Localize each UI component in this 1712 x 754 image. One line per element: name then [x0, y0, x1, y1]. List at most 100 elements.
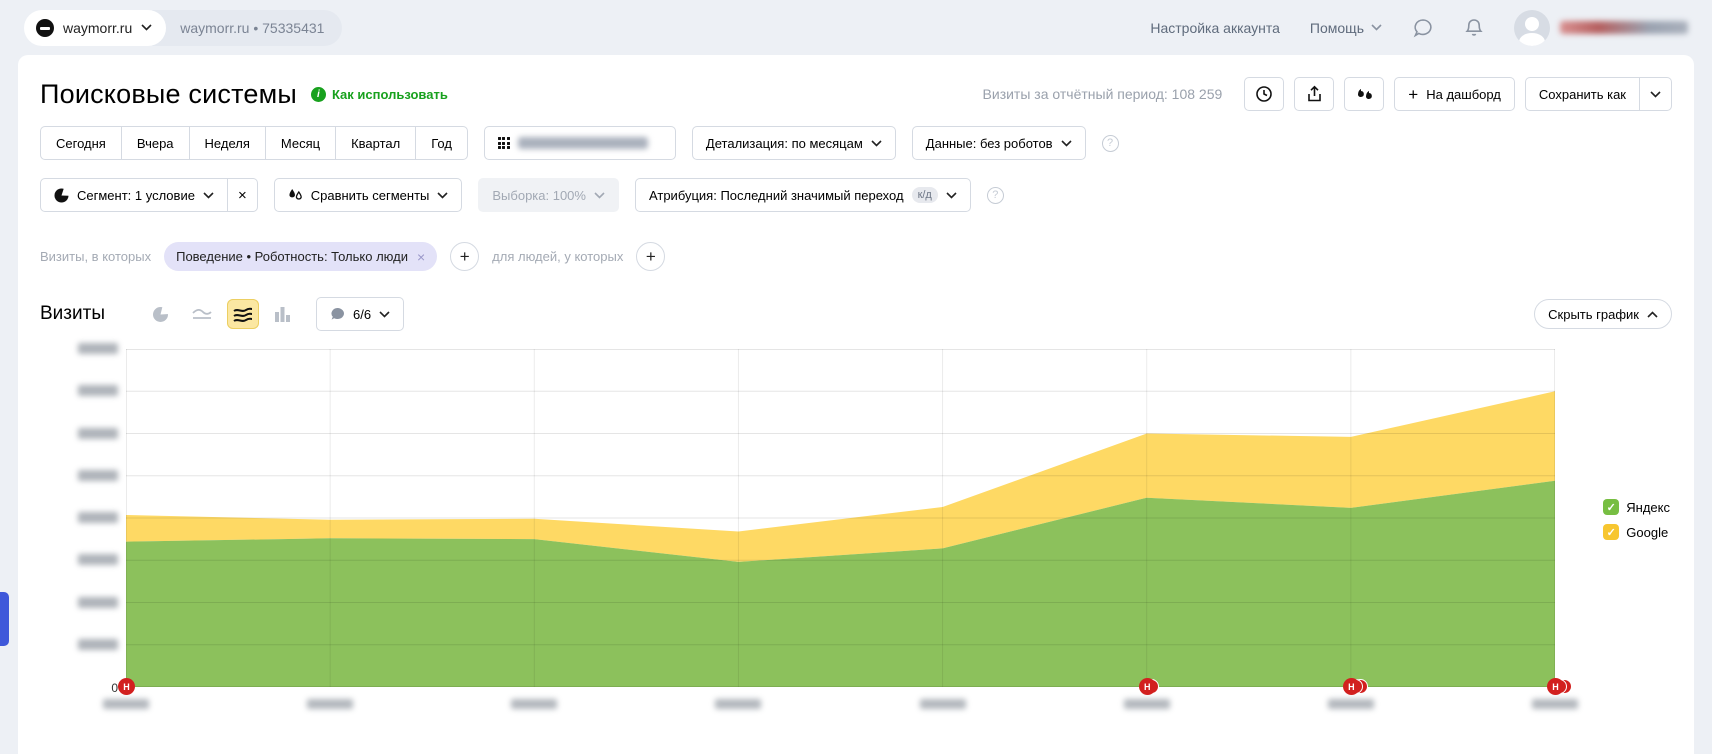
stacked-area-type-button[interactable] — [226, 299, 259, 329]
period-month[interactable]: Месяц — [264, 126, 336, 160]
close-icon: × — [237, 186, 247, 204]
bell-icon — [1465, 18, 1483, 36]
chevron-down-icon — [437, 191, 448, 199]
legend-item-yandex[interactable]: ✓ Яндекс — [1603, 499, 1670, 515]
metrica-logo-icon — [36, 18, 54, 37]
counter-info-pill[interactable]: waymorr.ru • 75335431 — [152, 9, 343, 46]
add-people-condition-button[interactable]: + — [636, 242, 666, 271]
save-as-button[interactable]: Сохранить как — [1524, 77, 1640, 111]
visits-period-total: Визиты за отчётный период: 108 259 — [982, 86, 1223, 102]
legend-label: Google — [1626, 524, 1669, 540]
chevron-down-icon — [379, 310, 390, 318]
user-email-redacted — [1560, 21, 1688, 34]
chart-type-switcher — [145, 299, 300, 329]
data-mode-help-icon[interactable]: ? — [1101, 134, 1119, 152]
chevron-down-icon — [871, 139, 882, 147]
account-settings-link[interactable]: Настройка аккаунта — [1150, 19, 1280, 36]
chevron-up-icon — [1647, 310, 1658, 318]
help-menu[interactable]: Помощь — [1310, 20, 1382, 36]
pie-chart-type-button[interactable] — [145, 299, 177, 329]
x-tick-label-redacted — [1532, 699, 1578, 709]
series-count-dropdown[interactable]: 6/6 — [315, 297, 405, 331]
compare-segments-label: Сравнить сегменты — [310, 187, 430, 203]
stacked-area-icon — [233, 307, 253, 322]
topbar-right: Настройка аккаунта Помощь — [1150, 9, 1688, 46]
plus-icon: + — [1408, 84, 1419, 104]
y-axis-labels: 0 — [58, 343, 118, 695]
detalization-dropdown[interactable]: Детализация: по месяцам — [691, 126, 896, 160]
y-tick-label — [78, 427, 118, 442]
segment-label: Сегмент: 1 условие — [77, 187, 195, 203]
user-account[interactable] — [1514, 9, 1688, 46]
chevron-down-icon — [141, 24, 152, 31]
segment-dropdown[interactable]: Сегмент: 1 условие — [40, 178, 228, 212]
for-people-label: для людей, у которых — [492, 249, 624, 264]
date-range-button[interactable] — [483, 126, 676, 160]
y-tick-label — [78, 512, 118, 526]
feedback-chat-button[interactable] — [1412, 17, 1434, 39]
history-button[interactable] — [1244, 77, 1285, 111]
segment-builder-row: Визиты, в которых Поведение • Роботность… — [40, 242, 1672, 271]
top-bar: waymorr.ru waymorr.ru • 75335431 Настрой… — [0, 0, 1712, 55]
x-axis-labels — [103, 699, 1578, 713]
y-tick-label — [78, 343, 118, 357]
checkbox-checked-icon[interactable]: ✓ — [1603, 524, 1620, 540]
attribution-help-icon[interactable]: ? — [986, 186, 1004, 204]
hide-chart-button[interactable]: Скрыть график — [1534, 299, 1672, 329]
add-to-dashboard-button[interactable]: + На дашборд — [1394, 77, 1515, 111]
line-chart-type-button[interactable] — [186, 299, 218, 329]
x-tick-label-redacted — [103, 699, 149, 709]
plot-area[interactable] — [126, 349, 1555, 687]
pie-chart-icon — [153, 305, 170, 322]
period-year[interactable]: Год — [415, 126, 468, 160]
x-tick-label-redacted — [511, 699, 558, 709]
how-to-use-link[interactable]: i Как использовать — [310, 86, 448, 102]
segment-filter-row: Сегмент: 1 условие × Сравнить сегменты В… — [40, 178, 1672, 212]
droplets-icon — [289, 189, 302, 200]
chip-close-icon[interactable]: × — [416, 248, 426, 265]
feedback-side-tab[interactable] — [0, 592, 9, 646]
y-tick-label — [78, 596, 118, 611]
save-as-menu-button[interactable] — [1640, 77, 1672, 111]
period-today[interactable]: Сегодня — [40, 126, 121, 160]
x-tick-label-redacted — [919, 699, 966, 709]
line-chart-icon — [192, 308, 212, 319]
attribution-label: Атрибуция: Последний значимый переход — [648, 187, 904, 203]
period-segmented-control: Сегодня Вчера Неделя Месяц Квартал Год — [40, 126, 468, 160]
column-chart-type-button[interactable] — [268, 299, 300, 329]
detalization-label: Детализация: по месяцам — [705, 135, 863, 151]
checkbox-checked-icon[interactable]: ✓ — [1603, 499, 1620, 515]
data-mode-dropdown[interactable]: Данные: без роботов — [911, 126, 1086, 160]
sampling-label: Выборка: 100% — [492, 187, 586, 203]
data-mode-label: Данные: без роботов — [925, 135, 1053, 151]
y-tick-label — [78, 385, 118, 399]
title-row: Поисковые системы i Как использовать Виз… — [40, 77, 1672, 111]
y-tick-label — [78, 638, 118, 653]
chart-metric-title: Визиты — [40, 303, 105, 324]
date-range-redacted — [517, 137, 648, 149]
annotations-button[interactable] — [1344, 77, 1385, 111]
clock-icon — [1256, 86, 1273, 102]
legend-item-google[interactable]: ✓ Google — [1603, 524, 1670, 540]
add-visit-condition-button[interactable]: + — [450, 242, 480, 271]
notifications-button[interactable] — [1464, 17, 1484, 39]
chevron-down-icon — [1061, 139, 1072, 147]
hide-chart-label: Скрыть график — [1548, 306, 1639, 322]
export-button[interactable] — [1294, 77, 1335, 111]
sampling-dropdown[interactable]: Выборка: 100% — [478, 178, 619, 212]
counter-select-button[interactable]: waymorr.ru — [24, 9, 167, 46]
period-yesterday[interactable]: Вчера — [120, 126, 189, 160]
report-card: Поисковые системы i Как использовать Виз… — [18, 55, 1694, 754]
segment-clear-button[interactable]: × — [227, 178, 258, 212]
chevron-down-icon — [203, 191, 214, 199]
x-tick-label-redacted — [307, 699, 354, 709]
dashboard-label: На дашборд — [1426, 86, 1501, 102]
compare-segments-button[interactable]: Сравнить сегменты — [273, 178, 463, 212]
counter-switcher: waymorr.ru waymorr.ru • 75335431 — [24, 9, 343, 46]
segment-condition-chip[interactable]: Поведение • Роботность: Только люди × — [164, 242, 438, 271]
period-week[interactable]: Неделя — [188, 126, 265, 160]
attribution-dropdown[interactable]: Атрибуция: Последний значимый переход к/… — [634, 178, 971, 212]
period-quarter[interactable]: Квартал — [335, 126, 416, 160]
column-chart-icon — [274, 306, 290, 322]
